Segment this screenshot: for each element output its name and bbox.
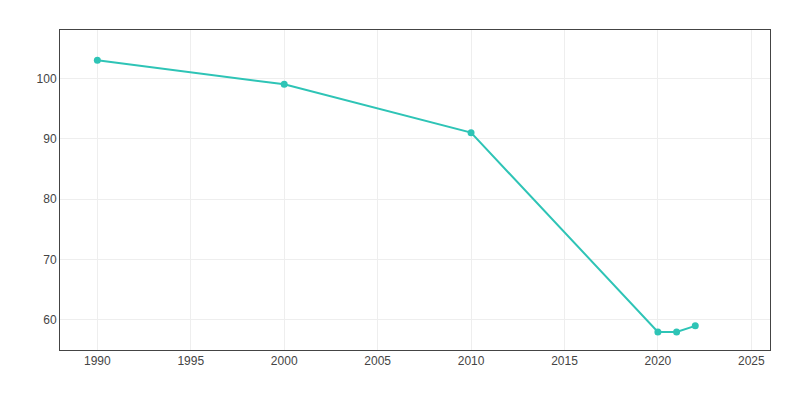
svg-text:2025: 2025	[738, 354, 765, 368]
svg-text:80: 80	[43, 192, 57, 206]
svg-text:2020: 2020	[645, 354, 672, 368]
svg-text:70: 70	[43, 253, 57, 267]
svg-text:2015: 2015	[551, 354, 578, 368]
svg-text:2005: 2005	[364, 354, 391, 368]
svg-text:2000: 2000	[271, 354, 298, 368]
svg-text:1990: 1990	[84, 354, 111, 368]
svg-text:60: 60	[43, 313, 57, 327]
svg-text:1995: 1995	[177, 354, 204, 368]
svg-text:100: 100	[37, 72, 57, 86]
svg-text:2010: 2010	[458, 354, 485, 368]
svg-text:90: 90	[43, 132, 57, 146]
